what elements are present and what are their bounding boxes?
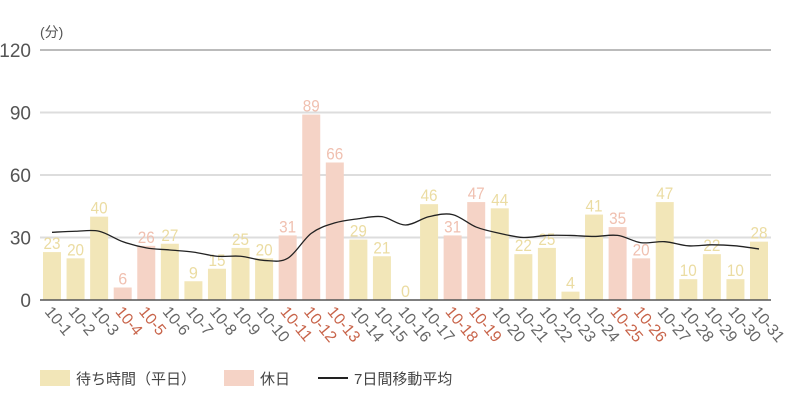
y-tick-label: 90 bbox=[10, 104, 31, 125]
y-axis-unit: (分) bbox=[40, 24, 63, 40]
chart-legend: 待ち時間（平日） 休日 7日間移動平均 bbox=[40, 366, 480, 390]
bar-value-label: 31 bbox=[279, 217, 296, 236]
bar-value-label: 20 bbox=[67, 240, 84, 259]
bar-value-label: 25 bbox=[232, 230, 249, 249]
x-tick-label: 10-1 bbox=[41, 304, 75, 340]
bar-value-label: 44 bbox=[491, 190, 508, 209]
bar-value-label: 26 bbox=[138, 228, 155, 247]
bar bbox=[278, 235, 297, 300]
bar-value-label: 21 bbox=[373, 238, 390, 257]
bar-value-label: 15 bbox=[208, 251, 225, 270]
bar-value-label: 31 bbox=[444, 217, 461, 236]
bar bbox=[443, 235, 462, 300]
bar-value-label: 23 bbox=[44, 234, 61, 253]
bar bbox=[655, 202, 674, 300]
bar bbox=[726, 279, 745, 300]
bar-value-label: 40 bbox=[91, 199, 108, 218]
bar bbox=[585, 214, 604, 300]
bar bbox=[537, 247, 556, 300]
y-tick-label: 0 bbox=[20, 291, 31, 312]
bar-value-label: 4 bbox=[566, 274, 575, 293]
bar-value-label: 35 bbox=[609, 209, 626, 228]
bar-value-label: 46 bbox=[421, 186, 438, 205]
weekday-swatch-icon bbox=[40, 370, 70, 386]
bar-value-label: 22 bbox=[515, 236, 532, 255]
bar bbox=[632, 258, 651, 300]
bar bbox=[90, 216, 109, 300]
bar-value-label: 0 bbox=[401, 282, 410, 301]
bar bbox=[490, 208, 509, 300]
bar bbox=[184, 281, 203, 300]
legend-item-moving-average: 7日間移動平均 bbox=[318, 368, 452, 389]
bar-value-label: 20 bbox=[256, 240, 273, 259]
bar bbox=[467, 202, 486, 300]
bar bbox=[561, 291, 580, 300]
bar bbox=[231, 247, 250, 300]
bar bbox=[420, 204, 439, 300]
bar bbox=[702, 254, 721, 300]
bar-value-label: 28 bbox=[751, 224, 768, 243]
bar-value-label: 9 bbox=[189, 263, 198, 282]
bar bbox=[750, 241, 768, 300]
bar bbox=[160, 243, 179, 300]
y-tick-label: 30 bbox=[10, 229, 31, 250]
bar-value-label: 27 bbox=[161, 226, 178, 245]
bar-value-label: 66 bbox=[326, 145, 343, 164]
bar bbox=[43, 252, 61, 300]
line-swatch-icon bbox=[318, 377, 349, 379]
bar bbox=[255, 258, 274, 300]
bar-value-label: 20 bbox=[633, 240, 650, 259]
holiday-swatch-icon bbox=[224, 370, 255, 386]
legend-item-weekday: 待ち時間（平日） bbox=[40, 368, 196, 389]
legend-weekday-label: 待ち時間（平日） bbox=[76, 370, 197, 388]
legend-avg-label: 7日間移動平均 bbox=[354, 370, 453, 388]
bar bbox=[302, 114, 321, 300]
bar-value-label: 41 bbox=[586, 197, 603, 216]
bar bbox=[514, 254, 533, 300]
bar-value-label: 22 bbox=[703, 236, 720, 255]
bar-value-label: 25 bbox=[538, 230, 555, 249]
y-tick-label: 60 bbox=[10, 166, 31, 187]
moving-average-line bbox=[51, 213, 760, 262]
bar bbox=[137, 245, 156, 300]
bar bbox=[349, 239, 368, 300]
y-tick-label: 120 bbox=[0, 41, 31, 62]
bar-value-label: 10 bbox=[680, 261, 697, 280]
bar bbox=[372, 256, 391, 300]
chart-plot: 0306090120(分)2310-12010-24010-3610-42610… bbox=[0, 24, 787, 346]
bar-value-label: 47 bbox=[468, 184, 485, 203]
bar bbox=[207, 268, 226, 300]
bar bbox=[679, 279, 698, 300]
legend-holiday-label: 休日 bbox=[260, 370, 291, 388]
legend-item-holiday: 休日 bbox=[224, 368, 290, 389]
bar bbox=[113, 287, 132, 300]
bar bbox=[325, 162, 344, 300]
bar-value-label: 10 bbox=[727, 261, 744, 280]
bar-value-label: 47 bbox=[656, 184, 673, 203]
bar-value-label: 6 bbox=[118, 270, 127, 289]
bar-value-label: 29 bbox=[350, 222, 367, 241]
bar bbox=[66, 258, 85, 300]
bar bbox=[608, 227, 627, 300]
bar-value-label: 89 bbox=[303, 97, 320, 116]
